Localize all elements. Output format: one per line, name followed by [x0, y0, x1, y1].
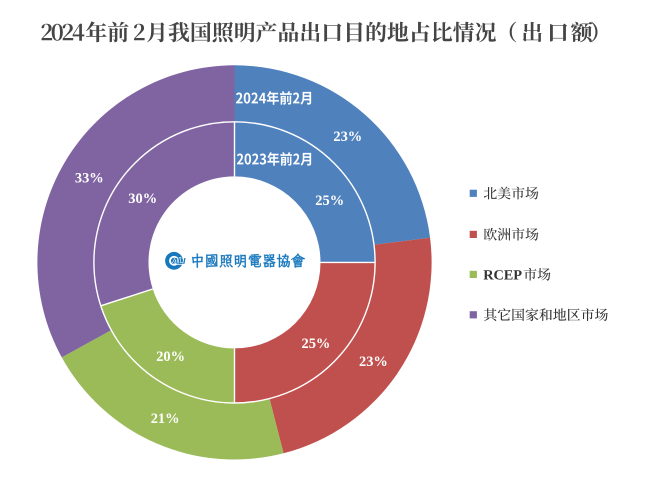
svg-text:20%: 20%: [156, 349, 185, 365]
svg-text:25%: 25%: [302, 336, 331, 352]
svg-text:23%: 23%: [359, 354, 388, 370]
svg-text:ALI: ALI: [171, 256, 186, 266]
svg-text:21%: 21%: [151, 411, 180, 427]
svg-text:25%: 25%: [315, 193, 344, 209]
svg-text:33%: 33%: [75, 170, 104, 186]
svg-text:23%: 23%: [333, 129, 362, 145]
svg-text:30%: 30%: [128, 191, 157, 207]
